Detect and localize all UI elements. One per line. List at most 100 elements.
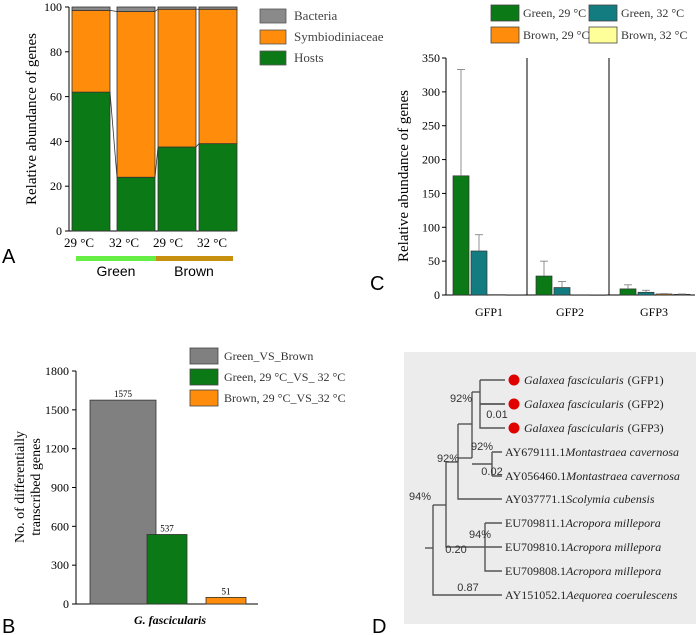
- support-label: 0.01: [486, 409, 507, 421]
- x-tick-label-a: 29 °C: [64, 235, 94, 250]
- support-label: 0.20: [445, 544, 466, 556]
- support-label: 94%: [469, 529, 491, 541]
- bar-value-label-b: 1575: [114, 389, 133, 399]
- y-tick-label-b: 600: [51, 519, 69, 533]
- tree-background: [404, 352, 696, 624]
- leaf-label: Galaxea fascicularis (GFP1): [524, 373, 664, 387]
- connector-line: [154, 8, 159, 12]
- legend-label-c: Brown, 32 °C: [621, 28, 687, 42]
- y-axis-title-b-line2: transcribed genes: [29, 438, 44, 536]
- panel-label-d: D: [372, 616, 386, 635]
- leaf-species: Galaxea fascicularis: [524, 373, 624, 387]
- leaf-species: Aequorea coerulescens: [565, 588, 678, 602]
- bar-value-label-b: 51: [222, 586, 231, 596]
- tree-branch: [484, 522, 502, 572]
- connector-line: [154, 146, 159, 178]
- tree-branch: [432, 505, 502, 596]
- legend-label-c: Green, 32 °C: [621, 6, 684, 20]
- tree-branch: [457, 424, 502, 500]
- x-tick-label-a: 32 °C: [109, 235, 139, 250]
- bar-value-label-b: 537: [160, 523, 174, 533]
- legend-label-b: Green_VS_Brown: [224, 349, 313, 363]
- x-tick-label-c: GFP1: [475, 305, 503, 319]
- bar-a-bacteria: [157, 6, 197, 10]
- leaf-marker: [508, 374, 520, 386]
- leaf-accession: AY679111.1: [505, 445, 565, 459]
- leaf-accession: AY056460.1: [505, 469, 566, 483]
- y-tick-label-a: 80: [50, 45, 62, 59]
- bar-c: [470, 250, 488, 296]
- bar-a-symbiodiniaceae: [71, 9, 111, 93]
- bar-a-symbiodiniaceae: [116, 11, 156, 178]
- panel-label-b: B: [2, 616, 15, 635]
- bar-c: [535, 275, 553, 296]
- bar-a-bacteria: [116, 6, 156, 12]
- tree-branch: [445, 462, 462, 548]
- bar-a-hosts: [116, 176, 156, 232]
- bar-c: [553, 287, 571, 296]
- bar-a-hosts: [157, 146, 197, 232]
- y-tick-label-a: 100: [44, 0, 62, 14]
- leaf-species: Acropora millepora: [565, 516, 661, 530]
- y-tick-label-a: 20: [50, 179, 62, 193]
- y-tick-label-c: 200: [422, 153, 440, 167]
- x-tick-label-c: GFP3: [640, 305, 668, 319]
- leaf-accession: EU709810.1: [505, 540, 566, 554]
- bar-c: [488, 294, 506, 296]
- support-label: 94%: [409, 491, 431, 503]
- group-bar-brown: [156, 256, 233, 261]
- bar-a-symbiodiniaceae: [198, 8, 238, 145]
- x-tick-label-c: GFP2: [556, 305, 584, 319]
- connector-line: [109, 92, 118, 178]
- legend-swatch-c: [588, 4, 618, 22]
- support-label: 92%: [450, 393, 472, 405]
- legend-swatch-c: [588, 26, 618, 44]
- leaf-species: Galaxea fascicularis: [524, 421, 624, 435]
- legend-label-c: Brown, 29 °C: [523, 28, 589, 42]
- bar-c: [655, 293, 673, 296]
- legend-swatch-c: [490, 4, 520, 22]
- x-tick-label-a: 29 °C: [153, 235, 183, 250]
- x-axis-title-b: G. fascicularis: [134, 613, 206, 627]
- bar-c: [589, 294, 607, 296]
- leaf-label: AY037771.1Scolymia cubensis: [505, 492, 655, 506]
- y-tick-label-b: 1500: [45, 403, 69, 417]
- y-tick-label-a: 0: [56, 224, 62, 238]
- leaf-marker: [508, 422, 520, 434]
- legend-label-a: Bacteria: [294, 8, 338, 23]
- bar-c: [571, 294, 589, 296]
- y-tick-label-c: 50: [428, 254, 440, 268]
- leaf-marker: [508, 398, 520, 410]
- leaf-species: Galaxea fascicularis: [524, 397, 624, 411]
- group-label-green: Green: [97, 263, 136, 279]
- y-tick-label-c: 100: [422, 220, 440, 234]
- leaf-species: Scolymia cubensis: [566, 492, 655, 506]
- support-label: 0.87: [457, 582, 478, 594]
- bar-a-hosts: [198, 143, 238, 232]
- leaf-label: EU709808.1Acropora millepora: [505, 564, 661, 578]
- panel-label-a: A: [2, 246, 16, 268]
- support-label: 92%: [471, 441, 493, 453]
- bar-c: [637, 291, 655, 296]
- panel-label-c: C: [370, 273, 384, 295]
- y-tick-label-b: 300: [51, 558, 69, 572]
- legend-label-a: Hosts: [294, 50, 324, 65]
- chart-b: 0 300 600 900 1200 1500 1800 No. of differentia…: [13, 347, 346, 627]
- leaf-suffix: (GFP2): [628, 397, 664, 411]
- bar-a-symbiodiniaceae: [157, 8, 197, 148]
- bar-c: [619, 288, 637, 296]
- x-tick-label-a: 32 °C: [197, 235, 227, 250]
- y-axis-title-b-line1: No. of differentially: [13, 431, 28, 543]
- bar-a-hosts: [71, 91, 111, 232]
- leaf-suffix: (GFP1): [628, 373, 664, 387]
- leaf-accession: EU709808.1: [505, 564, 566, 578]
- legend-swatch-a: [259, 8, 287, 24]
- leaf-species: Montastraea cavernosa: [564, 445, 679, 459]
- bar-c: [506, 294, 524, 296]
- leaf-species: Montastraea cavernosa: [565, 469, 680, 483]
- bar-b: [205, 596, 247, 605]
- leaf-accession: EU709811.1: [505, 516, 566, 530]
- y-tick-label-b: 0: [63, 597, 69, 611]
- y-tick-label-a: 60: [50, 90, 62, 104]
